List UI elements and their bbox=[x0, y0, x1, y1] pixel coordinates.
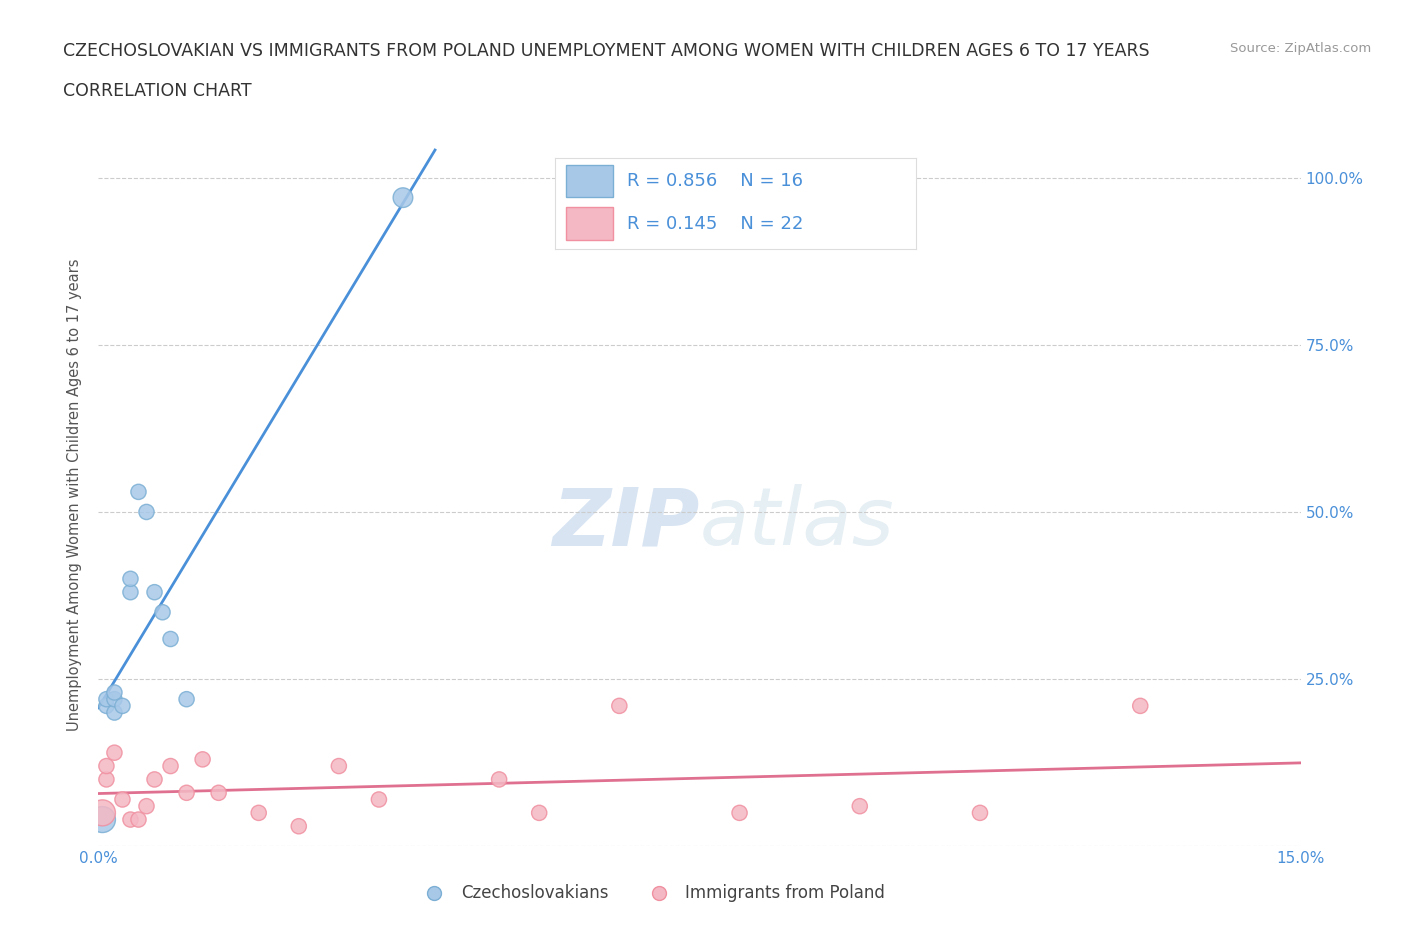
Point bbox=[96, 698, 118, 713]
Point bbox=[103, 705, 125, 720]
Point bbox=[120, 585, 142, 600]
Legend: Czechoslovakians, Immigrants from Poland: Czechoslovakians, Immigrants from Poland bbox=[411, 877, 891, 909]
Point bbox=[143, 585, 166, 600]
Point bbox=[91, 805, 114, 820]
Point bbox=[247, 805, 270, 820]
Point bbox=[392, 191, 415, 206]
Point bbox=[176, 785, 198, 800]
Point bbox=[288, 818, 311, 833]
Y-axis label: Unemployment Among Women with Children Ages 6 to 17 years: Unemployment Among Women with Children A… bbox=[67, 259, 83, 732]
Text: atlas: atlas bbox=[700, 485, 894, 563]
Text: ZIP: ZIP bbox=[553, 485, 700, 563]
Point bbox=[143, 772, 166, 787]
Point bbox=[103, 745, 125, 760]
Point bbox=[488, 772, 510, 787]
Point bbox=[128, 485, 150, 499]
Point bbox=[111, 698, 134, 713]
Text: Source: ZipAtlas.com: Source: ZipAtlas.com bbox=[1230, 42, 1371, 55]
Point bbox=[328, 759, 350, 774]
Point bbox=[128, 812, 150, 827]
Point bbox=[191, 752, 214, 767]
Point bbox=[91, 812, 114, 827]
Point bbox=[176, 692, 198, 707]
Point bbox=[96, 759, 118, 774]
Point bbox=[111, 792, 134, 807]
Point bbox=[120, 812, 142, 827]
Text: CZECHOSLOVAKIAN VS IMMIGRANTS FROM POLAND UNEMPLOYMENT AMONG WOMEN WITH CHILDREN: CZECHOSLOVAKIAN VS IMMIGRANTS FROM POLAN… bbox=[63, 42, 1150, 60]
Point bbox=[96, 772, 118, 787]
Point bbox=[529, 805, 551, 820]
Point bbox=[1129, 698, 1152, 713]
Point bbox=[728, 805, 751, 820]
Point bbox=[368, 792, 391, 807]
Point bbox=[152, 604, 174, 619]
Point bbox=[103, 692, 125, 707]
Point bbox=[103, 685, 125, 700]
Point bbox=[969, 805, 991, 820]
Point bbox=[135, 504, 157, 519]
Text: CORRELATION CHART: CORRELATION CHART bbox=[63, 82, 252, 100]
Point bbox=[208, 785, 231, 800]
Point bbox=[849, 799, 872, 814]
Point bbox=[135, 799, 157, 814]
Point bbox=[609, 698, 631, 713]
Point bbox=[159, 631, 181, 646]
Point bbox=[159, 759, 181, 774]
Point bbox=[96, 692, 118, 707]
Point bbox=[120, 571, 142, 586]
